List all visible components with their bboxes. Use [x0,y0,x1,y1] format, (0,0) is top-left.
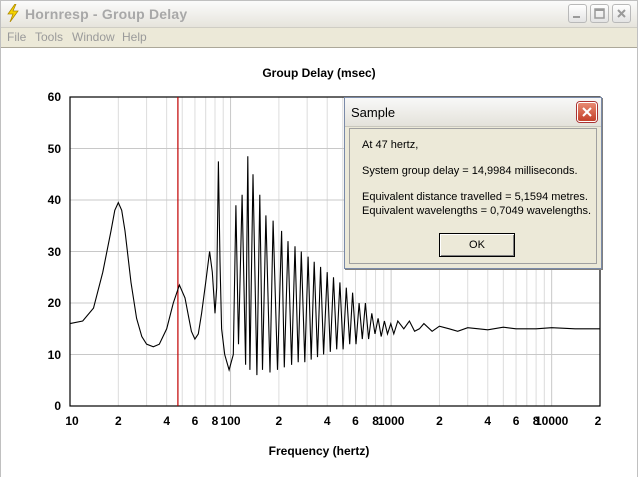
dialog-body: At 47 hertz, System group delay = 14,998… [349,128,597,264]
close-icon [617,9,626,18]
close-button[interactable] [612,4,631,23]
x-tick-label: 2 [436,414,443,428]
x-tick-label: 4 [163,414,170,428]
minimize-button[interactable] [568,4,587,23]
y-tick-label: 10 [47,347,61,362]
x-tick-label: 100 [220,414,241,428]
wavelengths-text: Equivalent wavelengths = 0,7049 waveleng… [362,205,592,217]
x-tick-label: 8 [372,414,379,428]
x-tick-label: 4 [484,414,492,428]
group-delay-series-line [69,156,600,376]
chart-title: Group Delay (msec) [262,66,376,80]
maximize-button[interactable] [590,4,609,23]
y-tick-label: 50 [47,141,61,156]
y-tick-label: 40 [47,193,61,207]
y-tick-label: 20 [47,296,61,310]
lightning-bolt-icon [7,4,19,22]
x-tick-label: 2 [275,414,283,428]
minimize-icon [573,16,580,18]
x-tick-label: 4 [323,414,331,428]
frequency-text: At 47 hertz, [362,139,419,151]
x-tick-label: 6 [512,414,520,428]
menu-help[interactable]: Help [122,30,147,44]
sample-dialog: Sample At 47 hertz, System group delay =… [344,97,602,269]
dialog-title: Sample [351,105,396,120]
dialog-title-bar[interactable]: Sample [345,98,601,127]
x-tick-label: 2 [594,414,602,428]
x-tick-label: 6 [191,414,199,428]
maximize-icon [594,8,605,19]
title-bar[interactable]: Hornresp - Group Delay [1,1,637,28]
x-tick-label: 10 [65,414,79,428]
x-tick-label: 2 [114,414,122,428]
menu-bar: File Tools Window Help [1,28,637,46]
group-delay-text: System group delay = 14,9984 millisecond… [362,165,578,177]
menu-tools[interactable]: Tools [35,30,64,44]
window-title: Hornresp - Group Delay [25,6,188,22]
y-tick-label: 0 [54,399,61,413]
y-tick-label: 30 [47,244,61,259]
dialog-close-button[interactable] [577,102,597,122]
close-icon [582,107,592,117]
x-tick-label: 10000 [534,414,569,428]
ok-button[interactable]: OK [439,233,515,257]
menu-window[interactable]: Window [72,30,115,44]
x-tick-label: 6 [352,414,359,428]
x-tick-label: 8 [532,414,540,428]
x-tick-label: 8 [211,414,219,428]
distance-text: Equivalent distance travelled = 5,1594 m… [362,191,588,203]
y-tick-label: 60 [47,90,61,104]
menu-file[interactable]: File [7,30,27,44]
x-tick-label: 1000 [377,414,405,428]
x-axis-label: Frequency (hertz) [268,444,370,458]
